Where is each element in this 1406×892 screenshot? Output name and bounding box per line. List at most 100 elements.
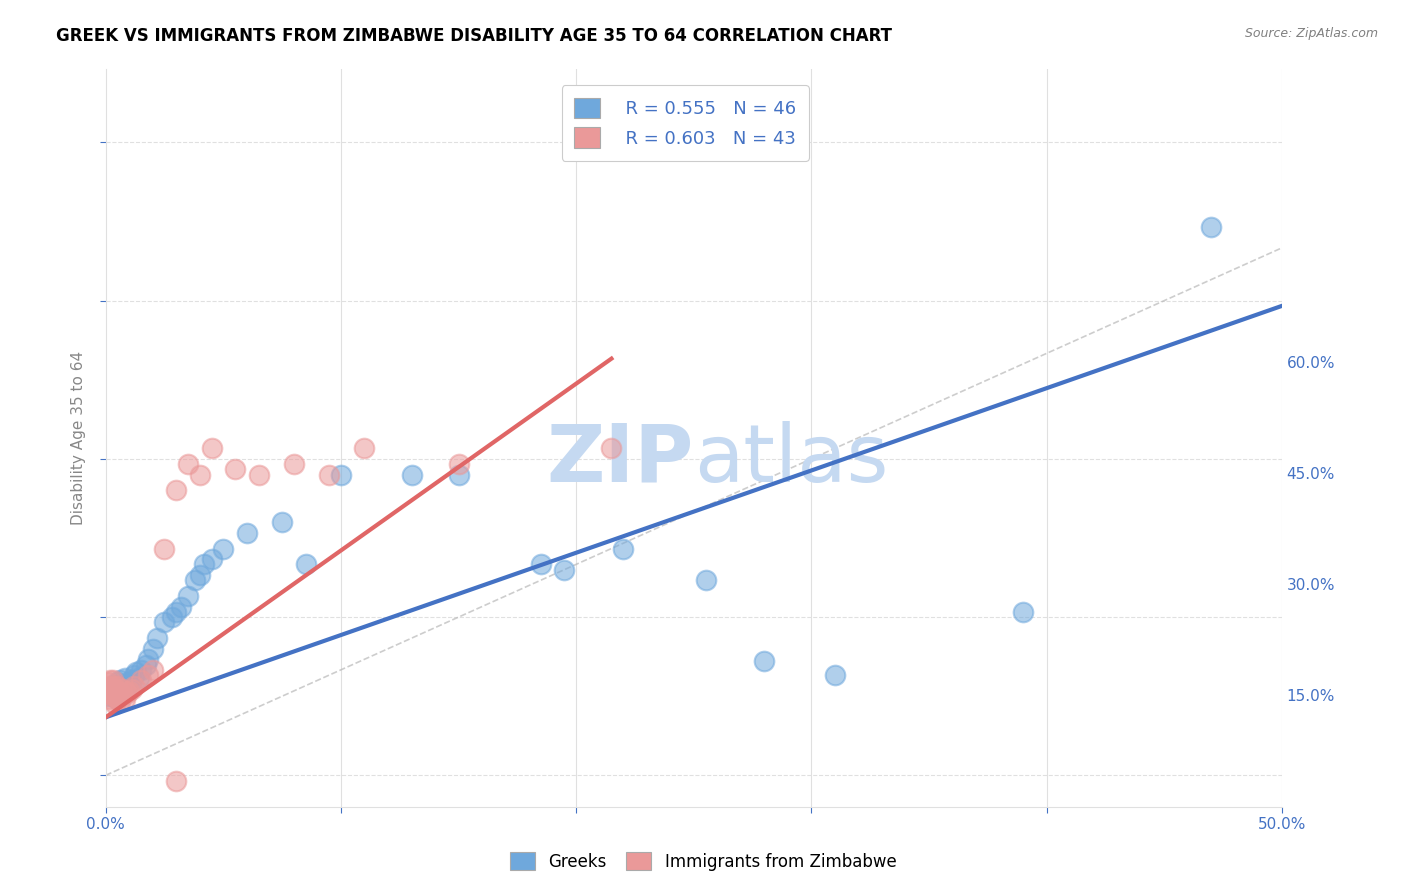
Point [193, 558, 215, 572]
Point [129, 673, 152, 688]
Text: atlas: atlas [693, 421, 889, 499]
Point [212, 541, 235, 556]
Point [165, 773, 187, 788]
Point [530, 558, 553, 572]
Point [247, 467, 270, 482]
Text: 30.0%: 30.0% [1286, 578, 1336, 593]
Legend: Greeks, Immigrants from Zimbabwe: Greeks, Immigrants from Zimbabwe [502, 844, 904, 880]
Point [97, 675, 120, 690]
Point [695, 573, 717, 587]
Point [1012, 605, 1035, 619]
Point [318, 467, 340, 482]
Point [177, 457, 200, 471]
Point [125, 665, 148, 679]
Point [553, 563, 575, 577]
Point [142, 663, 165, 677]
Point [114, 671, 136, 685]
Point [108, 673, 131, 688]
Point [170, 599, 193, 614]
Point [754, 654, 776, 668]
Point [1201, 219, 1223, 234]
Text: ZIP: ZIP [547, 421, 693, 499]
Point [111, 690, 134, 704]
Point [200, 442, 222, 456]
Point [136, 652, 159, 666]
Point [108, 694, 131, 708]
Point [108, 686, 131, 700]
Text: 45.0%: 45.0% [1286, 467, 1334, 483]
Point [97, 690, 120, 704]
Point [153, 615, 176, 630]
Point [129, 663, 152, 677]
Text: Source: ZipAtlas.com: Source: ZipAtlas.com [1244, 27, 1378, 40]
Point [200, 552, 222, 566]
Point [136, 668, 159, 682]
Point [401, 467, 423, 482]
Point [100, 686, 122, 700]
Text: 15.0%: 15.0% [1286, 689, 1334, 704]
Point [115, 679, 138, 693]
Point [294, 558, 316, 572]
Point [188, 467, 211, 482]
Point [142, 641, 165, 656]
Point [101, 684, 124, 698]
Point [224, 462, 246, 476]
Point [101, 679, 124, 693]
Point [135, 657, 157, 672]
Point [165, 483, 187, 498]
Point [612, 541, 634, 556]
Point [146, 631, 169, 645]
Point [177, 589, 200, 603]
Legend:   R = 0.555   N = 46,   R = 0.603   N = 43: R = 0.555 N = 46, R = 0.603 N = 43 [561, 85, 808, 161]
Point [101, 673, 124, 688]
Point [114, 692, 136, 706]
Point [100, 681, 122, 696]
Point [122, 679, 145, 693]
Point [104, 697, 127, 711]
Point [108, 684, 131, 698]
Point [111, 681, 134, 696]
Point [115, 686, 138, 700]
Point [104, 684, 127, 698]
Point [107, 675, 129, 690]
Point [100, 681, 122, 696]
Point [100, 673, 122, 688]
Point [101, 679, 124, 693]
Point [121, 681, 143, 696]
Point [153, 541, 176, 556]
Y-axis label: Disability Age 35 to 64: Disability Age 35 to 64 [72, 351, 86, 524]
Point [107, 692, 129, 706]
Point [184, 573, 207, 587]
Point [122, 668, 145, 682]
Point [128, 671, 150, 685]
Point [100, 692, 122, 706]
Point [353, 442, 375, 456]
Point [121, 673, 143, 688]
Point [107, 679, 129, 693]
Point [600, 442, 623, 456]
Point [101, 690, 124, 704]
Point [165, 605, 187, 619]
Point [447, 457, 470, 471]
Point [118, 675, 141, 690]
Text: GREEK VS IMMIGRANTS FROM ZIMBABWE DISABILITY AGE 35 TO 64 CORRELATION CHART: GREEK VS IMMIGRANTS FROM ZIMBABWE DISABI… [56, 27, 893, 45]
Point [101, 686, 124, 700]
Point [188, 568, 211, 582]
Point [107, 686, 129, 700]
Point [107, 692, 129, 706]
Point [104, 690, 127, 704]
Point [111, 681, 134, 695]
Point [329, 467, 352, 482]
Point [283, 457, 305, 471]
Point [236, 525, 259, 540]
Point [97, 684, 120, 698]
Point [104, 681, 127, 696]
Point [447, 467, 470, 482]
Point [114, 684, 136, 698]
Point [824, 668, 846, 682]
Point [97, 679, 120, 693]
Point [160, 610, 183, 624]
Point [271, 515, 294, 529]
Point [118, 684, 141, 698]
Text: 60.0%: 60.0% [1286, 357, 1336, 371]
